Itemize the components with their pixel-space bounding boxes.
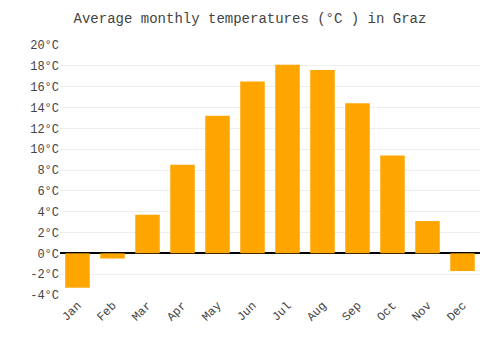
svg-text:Aug: Aug [304,299,329,324]
svg-text:16°C: 16°C [30,81,59,95]
svg-text:2°C: 2°C [37,227,59,241]
svg-text:14°C: 14°C [30,102,59,116]
svg-text:Jul: Jul [269,299,294,324]
svg-text:Oct: Oct [374,299,399,324]
svg-text:Mar: Mar [129,299,154,324]
svg-text:Sep: Sep [339,299,364,324]
svg-text:Feb: Feb [94,299,119,324]
svg-text:Average monthly temperatures (: Average monthly temperatures (°C ) in Gr… [74,11,427,27]
svg-text:10°C: 10°C [30,143,59,157]
svg-text:12°C: 12°C [30,123,59,137]
svg-text:6°C: 6°C [37,185,59,199]
svg-text:8°C: 8°C [37,164,59,178]
svg-text:Jan: Jan [59,299,84,324]
svg-text:-4°C: -4°C [30,289,59,303]
svg-text:Nov: Nov [409,299,434,324]
svg-text:Apr: Apr [164,299,189,324]
svg-text:20°C: 20°C [30,39,59,53]
svg-text:4°C: 4°C [37,206,59,220]
svg-text:0°C: 0°C [37,248,59,262]
svg-text:Jun: Jun [234,299,259,324]
svg-text:-2°C: -2°C [30,268,59,282]
svg-text:Dec: Dec [444,299,469,324]
svg-text:May: May [199,299,224,324]
svg-text:18°C: 18°C [30,60,59,74]
